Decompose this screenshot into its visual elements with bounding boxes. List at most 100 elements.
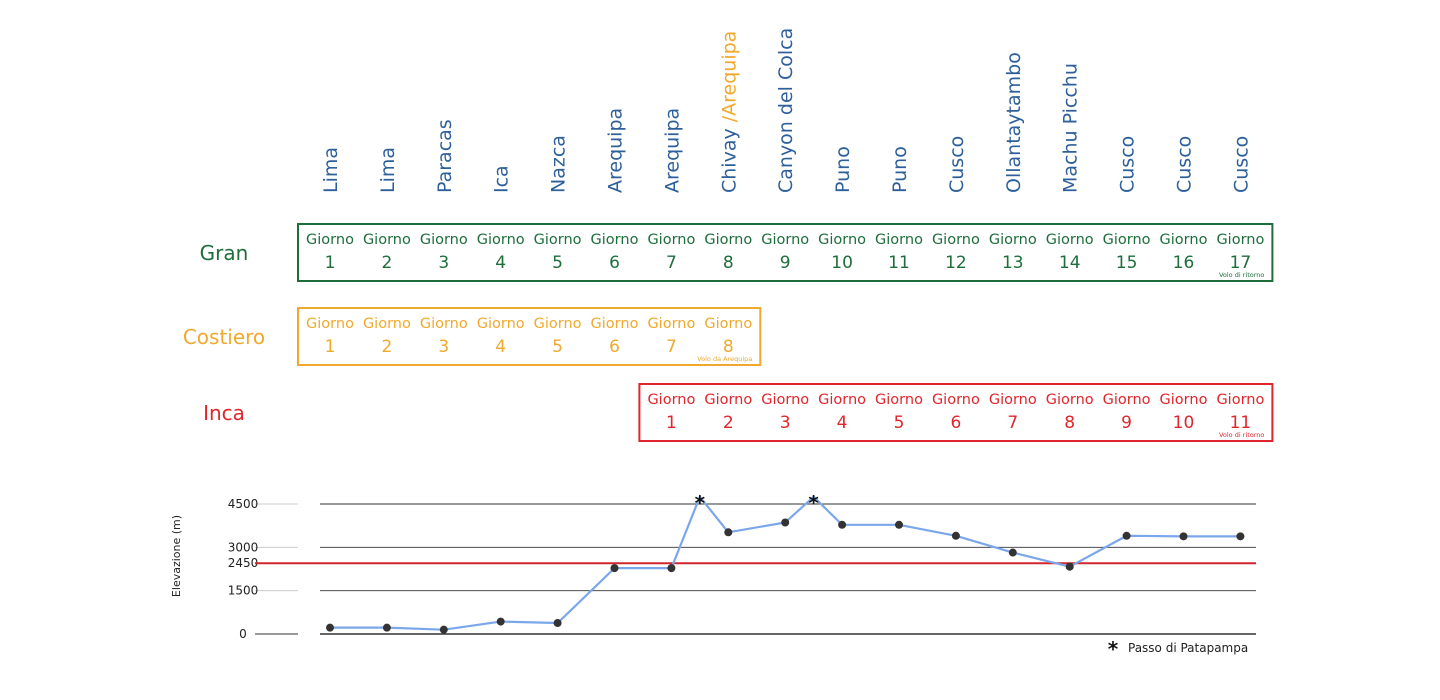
location-label: Chivay /Arequipa xyxy=(718,31,740,193)
tour-inca: Inca Giorno 1 Giorno 2 Giorno 3 Giorno 4 Giorno 5 G… xyxy=(203,383,1274,442)
tour-name: Inca xyxy=(203,401,245,425)
day-label: Giorno xyxy=(477,232,525,248)
legend-symbol: * xyxy=(1108,637,1119,661)
day-number: 9 xyxy=(780,253,791,273)
day-number: 6 xyxy=(609,337,620,357)
day-number: 2 xyxy=(381,337,392,357)
day-number: 13 xyxy=(1002,253,1024,273)
day-label: Giorno xyxy=(932,392,980,408)
location-label: Lima xyxy=(320,147,342,193)
day-number: 9 xyxy=(1121,413,1132,433)
day-label: Giorno xyxy=(704,232,752,248)
day-number: 4 xyxy=(837,413,848,433)
location-label: Arequipa xyxy=(661,108,683,193)
location-label: Machu Picchu xyxy=(1060,63,1082,193)
y-tick-label: 4500 xyxy=(228,497,259,511)
day-label: Giorno xyxy=(477,316,525,332)
location-name: Puno xyxy=(832,146,854,193)
day-label: Giorno xyxy=(932,232,980,248)
day-label: Giorno xyxy=(1216,392,1264,408)
day-number: 14 xyxy=(1059,253,1081,273)
day-label: Giorno xyxy=(704,392,752,408)
day-number: 11 xyxy=(888,253,910,273)
location-name: Paracas xyxy=(434,119,456,193)
location-label: Ollantaytambo xyxy=(1003,52,1025,193)
day-number: 8 xyxy=(723,337,734,357)
day-number: 5 xyxy=(552,337,563,357)
location-label: Cusco xyxy=(1174,136,1196,193)
day-number: 15 xyxy=(1116,253,1138,273)
data-point xyxy=(1236,532,1245,541)
location-name: Chivay xyxy=(718,128,740,193)
day-label: Giorno xyxy=(1216,232,1264,248)
day-label: Giorno xyxy=(1046,232,1094,248)
day-number: 2 xyxy=(381,253,392,273)
location-name: Cusco xyxy=(1230,136,1252,193)
day-number: 6 xyxy=(950,413,961,433)
location-name: Arequipa xyxy=(605,108,627,193)
location-alt-name: /Arequipa xyxy=(718,31,740,129)
day-number: 4 xyxy=(495,253,506,273)
data-point xyxy=(1065,562,1074,571)
pass-marker: * xyxy=(808,491,819,515)
tour-costiero: Costiero Giorno 1 Giorno 2 Giorno 3 Giorno 4 Gior… xyxy=(183,307,762,366)
day-number: 3 xyxy=(780,413,791,433)
data-point xyxy=(895,520,903,529)
day-number: 7 xyxy=(666,253,677,273)
tour-name: Costiero xyxy=(183,325,265,349)
day-label: Giorno xyxy=(704,316,752,332)
day-label: Giorno xyxy=(1046,392,1094,408)
day-label: Giorno xyxy=(875,392,923,408)
day-number: 1 xyxy=(666,413,677,433)
day-label: Giorno xyxy=(363,232,411,248)
day-number: 7 xyxy=(1007,413,1018,433)
data-point xyxy=(667,564,676,573)
location-name: Ica xyxy=(491,165,513,193)
location-label: Paracas xyxy=(434,119,456,193)
day-number: 6 xyxy=(609,253,620,273)
y-axis-label: Elevazione (m) xyxy=(170,515,183,597)
day-label: Giorno xyxy=(647,316,695,332)
location-name: Cusco xyxy=(946,136,968,193)
day-label: Giorno xyxy=(534,232,582,248)
legend-text: Passo di Patapampa xyxy=(1128,641,1248,655)
legend: * Passo di Patapampa xyxy=(1108,637,1248,661)
day-label: Giorno xyxy=(1160,232,1208,248)
tour-gran: Gran Giorno 1 Giorno 2 Giorno 3 Giorno 4 Giorno 5 G… xyxy=(200,223,1274,282)
day-label: Giorno xyxy=(591,232,639,248)
day-label: Giorno xyxy=(875,232,923,248)
y-tick-label: 1500 xyxy=(228,584,259,598)
y-tick-label: 0 xyxy=(239,627,247,641)
day-number: 10 xyxy=(831,253,853,273)
day-label: Giorno xyxy=(647,392,695,408)
location-labels: Lima Lima Paracas Ica Nazca Arequipa Arequipa C… xyxy=(320,28,1252,193)
location-label: Cusco xyxy=(1230,136,1252,193)
day-number: 10 xyxy=(1173,413,1195,433)
day-label: Giorno xyxy=(534,316,582,332)
location-name: Puno xyxy=(889,146,911,193)
day-number: 4 xyxy=(495,337,506,357)
day-label: Giorno xyxy=(306,232,354,248)
day-label: Giorno xyxy=(818,232,866,248)
day-number: 16 xyxy=(1173,253,1195,273)
day-number: 2 xyxy=(723,413,734,433)
day-label: Giorno xyxy=(1103,232,1151,248)
location-label: Puno xyxy=(889,146,911,193)
day-label: Giorno xyxy=(761,392,809,408)
day-label: Giorno xyxy=(591,316,639,332)
location-name: Lima xyxy=(377,147,399,193)
tour-box xyxy=(297,307,762,366)
day-label: Giorno xyxy=(818,392,866,408)
data-point xyxy=(781,518,790,527)
y-tick-label: 3000 xyxy=(228,540,259,554)
location-label: Cusco xyxy=(946,136,968,193)
tour-note: Volo da Arequipa xyxy=(697,355,752,363)
location-name: Machu Picchu xyxy=(1060,63,1082,193)
location-name: Nazca xyxy=(548,135,570,193)
day-number: 17 xyxy=(1230,253,1252,273)
data-point xyxy=(439,625,448,634)
location-label: Ica xyxy=(491,165,513,193)
day-label: Giorno xyxy=(761,232,809,248)
day-label: Giorno xyxy=(989,392,1037,408)
